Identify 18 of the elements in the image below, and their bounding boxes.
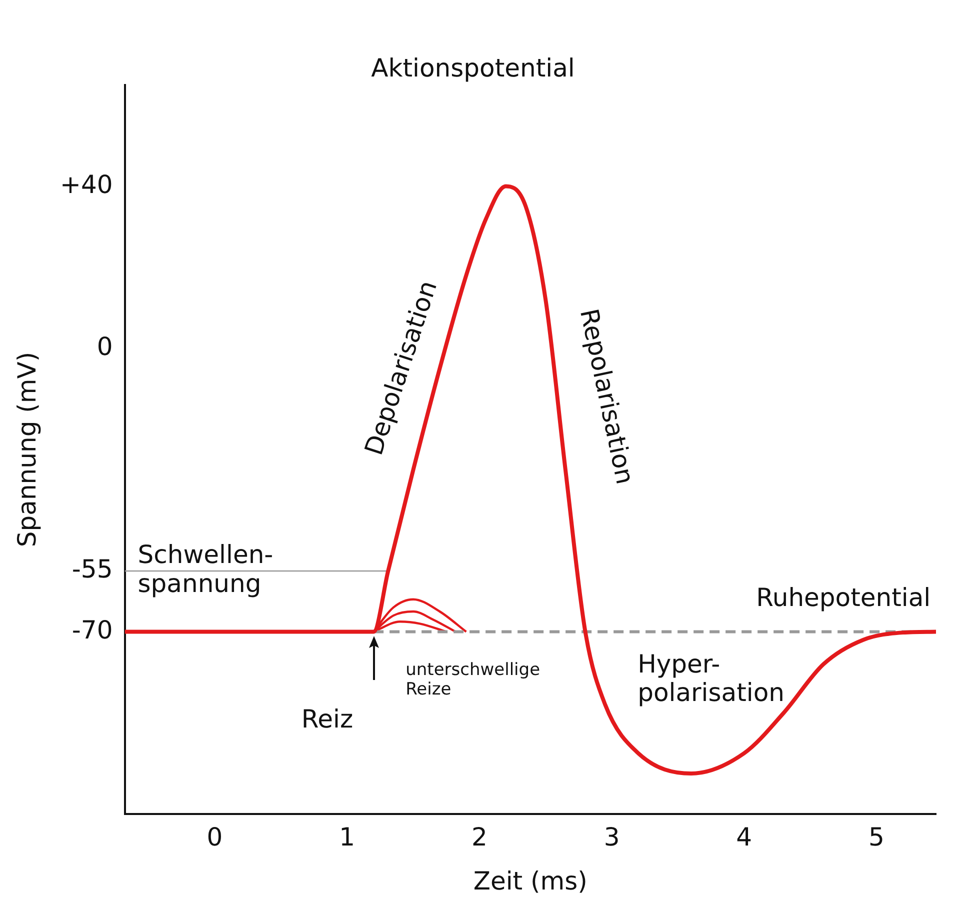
x-tick-label: 5 bbox=[868, 822, 884, 852]
x-axis-title: Zeit (ms) bbox=[473, 866, 588, 896]
y-tick-label: -70 bbox=[72, 615, 113, 644]
x-tick-label: 1 bbox=[339, 822, 356, 852]
y-tick-label: +40 bbox=[60, 170, 113, 199]
y-tick-label: 0 bbox=[96, 332, 113, 361]
chart-title: Aktionspotential bbox=[371, 54, 575, 82]
y-tick-label: -55 bbox=[72, 554, 113, 584]
x-tick-label: 3 bbox=[604, 822, 620, 852]
x-tick-label: 4 bbox=[736, 822, 752, 852]
annotation: unterschwellige Reize bbox=[406, 660, 540, 700]
annotation: Schwellen- spannung bbox=[138, 540, 274, 598]
y-axis-title: Spannung (mV) bbox=[12, 352, 42, 548]
x-tick-label: 0 bbox=[206, 822, 223, 852]
annotation: Reiz bbox=[301, 704, 354, 734]
annotation: Ruhepotential bbox=[756, 582, 931, 612]
annotation: Hyper- polarisation bbox=[638, 649, 784, 708]
x-tick-label: 2 bbox=[471, 822, 488, 852]
